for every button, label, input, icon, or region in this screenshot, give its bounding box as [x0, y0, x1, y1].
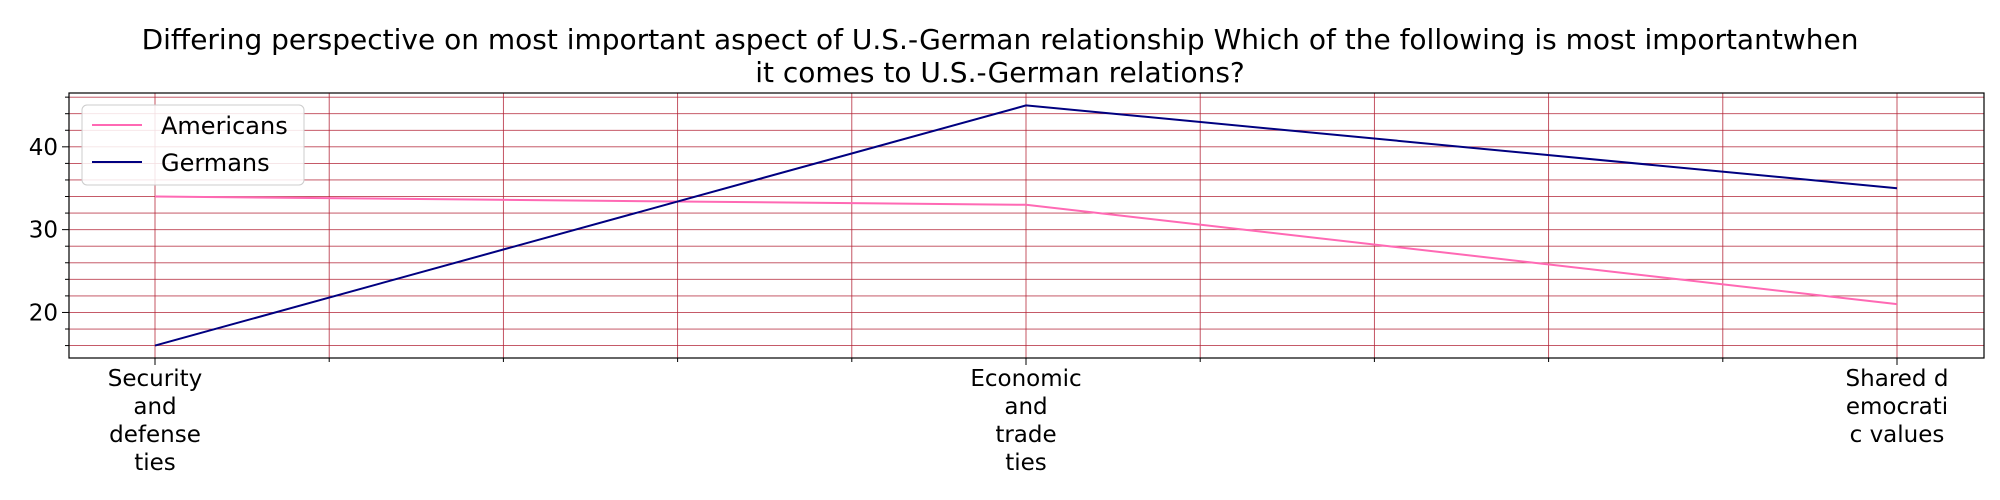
- x-tick-label-line: ties: [1005, 450, 1047, 476]
- x-tick-label-line: defense: [109, 422, 201, 448]
- x-tick-label-line: and: [1004, 394, 1047, 420]
- x-tick-label-line: Security: [108, 366, 202, 392]
- chart-title-line: Differing perspective on most important …: [142, 23, 1859, 56]
- y-tick-label: 30: [29, 218, 58, 244]
- x-axis: SecurityanddefensetiesEconomicandtradeti…: [108, 358, 1949, 476]
- legend-label: Americans: [161, 112, 288, 140]
- x-tick-label-line: Economic: [970, 366, 1081, 392]
- x-tick-label-line: c values: [1850, 422, 1945, 448]
- chart-title: Differing perspective on most important …: [142, 23, 1859, 89]
- y-tick-label: 20: [29, 300, 58, 326]
- legend-label: Germans: [161, 149, 270, 177]
- plot-area-frame: [68, 92, 1985, 359]
- x-tick-label-line: trade: [995, 422, 1056, 448]
- legend: Americans Germans: [81, 104, 305, 186]
- series-line-germans: [154, 104, 1898, 347]
- x-tick-label-line: Shared d: [1846, 366, 1949, 392]
- chart-title-line: it comes to U.S.-German relations?: [755, 56, 1245, 89]
- grid-lines: [69, 93, 1984, 358]
- x-tick-label-line: emocrati: [1846, 394, 1948, 420]
- x-tick-label-line: ties: [134, 450, 176, 476]
- x-tick-label-line: and: [133, 394, 176, 420]
- series-line-americans: [154, 195, 1898, 306]
- y-tick-label: 40: [29, 135, 58, 161]
- y-axis: 20 30 40: [29, 96, 69, 347]
- series-lines: [154, 104, 1898, 347]
